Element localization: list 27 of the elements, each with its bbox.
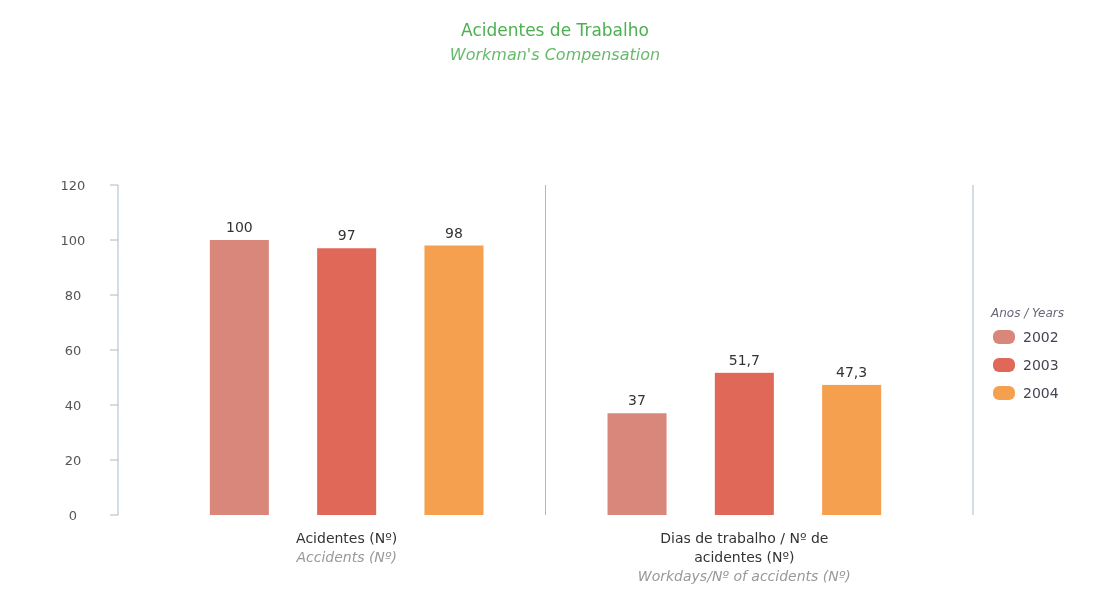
bar xyxy=(424,245,484,515)
bar xyxy=(209,240,269,515)
data-label: 98 xyxy=(445,224,463,241)
y-tick-label: 20 xyxy=(64,453,82,468)
y-tick-label: 80 xyxy=(64,288,82,303)
x-tick-label: Dias de trabalho / Nº de acidentes (Nº) Workdays/Nº of accidents (Nº) xyxy=(637,530,851,584)
bar xyxy=(317,248,377,515)
bar xyxy=(607,413,667,515)
chart-title: Acidentes de Trabalho xyxy=(461,20,649,40)
data-label: 51,7 xyxy=(728,351,760,368)
legend-label: 2003 xyxy=(1023,357,1059,373)
data-label: 47,3 xyxy=(836,363,868,380)
y-tick-label: 40 xyxy=(64,398,82,413)
chart-subtitle: Workman's Compensation xyxy=(449,45,661,64)
data-label: 97 xyxy=(337,227,356,244)
data-label: 37 xyxy=(628,392,646,409)
y-tick-label: 0 xyxy=(68,508,78,523)
y-tick-label: 60 xyxy=(64,343,82,358)
legend-title: Anos / Years xyxy=(990,306,1065,320)
bar xyxy=(822,384,882,515)
bar xyxy=(714,372,774,515)
legend-label: 2002 xyxy=(1023,329,1059,345)
y-tick-label: 100 xyxy=(60,233,86,248)
x-tick-label: Acidentes (Nº) Accidents (Nº) xyxy=(295,530,398,565)
y-tick-label: 120 xyxy=(60,178,86,193)
data-label: 100 xyxy=(225,219,253,235)
legend-label: 2004 xyxy=(1023,385,1059,401)
